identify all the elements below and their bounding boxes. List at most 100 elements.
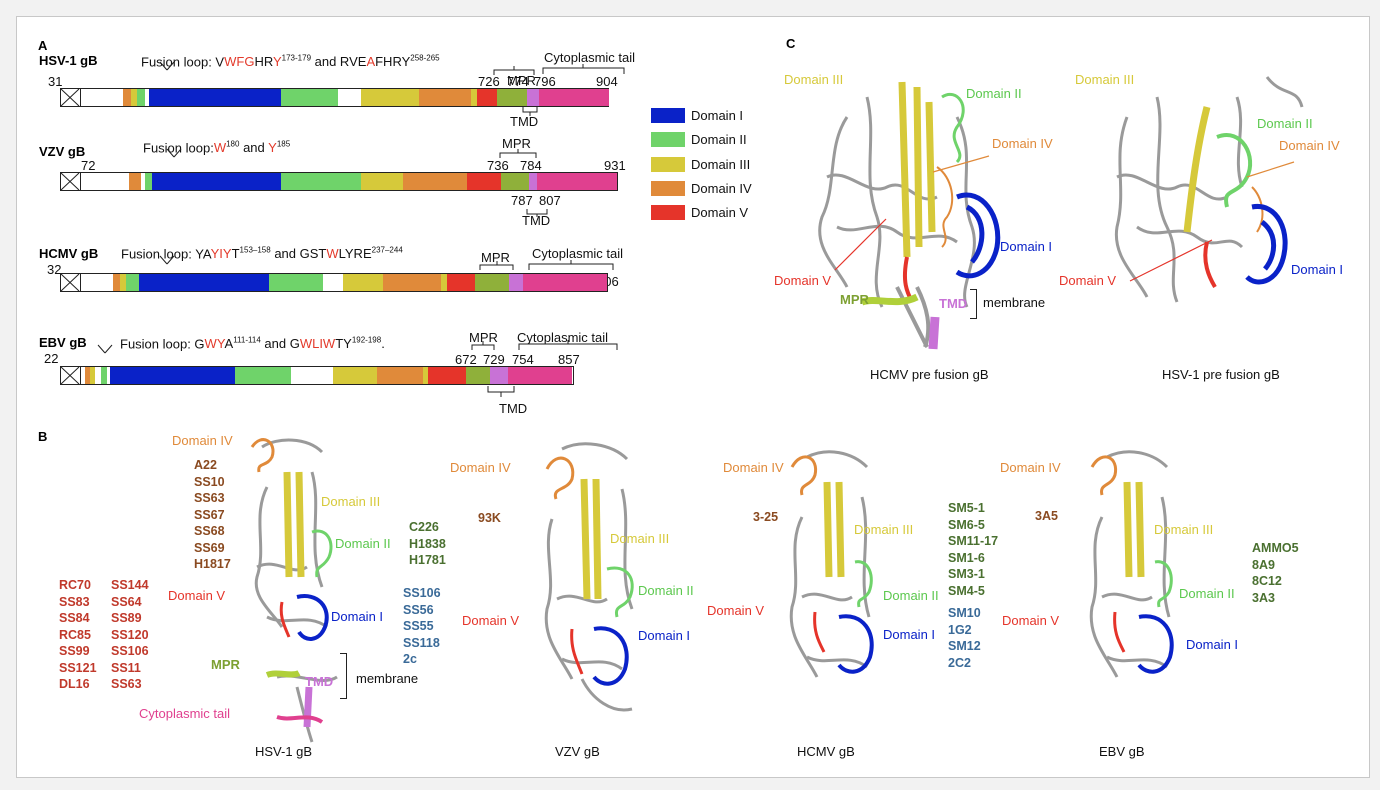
tmd-label: TMD (522, 213, 551, 228)
hcmv-b-caption: HCMV gB (797, 744, 855, 759)
hsv1-postfusion-structure (250, 438, 338, 743)
legend-swatch-domain4 (651, 181, 685, 196)
hsv-b-tail-label: Cytoplasmic tail (139, 706, 231, 721)
ebv-ab-domain4: 3A5 (1035, 509, 1058, 523)
gene-bar (60, 88, 609, 107)
antibody-label: SS69 (194, 540, 225, 555)
start-residue: 31 (48, 74, 63, 89)
hsv-ab-domain1-list: SS106 SS56 SS55 SS118 2c (403, 585, 441, 668)
hsv-b-domain5-label: Domain V (168, 588, 226, 603)
antibody-label: 2C2 (948, 655, 971, 670)
residue-range: 111-114 (233, 336, 261, 345)
gene-name: HSV-1 gB (39, 53, 98, 68)
hsv-b-domain4-label: Domain IV (172, 433, 233, 448)
residue-672: 672 (455, 352, 477, 367)
hcmv-c-domain1-label: Domain I (1000, 239, 1053, 254)
panel-a-brackets (60, 61, 625, 397)
residue-range: 185 (276, 140, 291, 149)
hsv-b-membrane-label: membrane (356, 671, 419, 686)
legend-swatch-domain1 (651, 108, 685, 123)
residue-range: 173-179 (281, 54, 312, 63)
hcmv-c-domain5-label: Domain V (774, 273, 832, 288)
vzv-b-domain4-label: Domain IV (450, 460, 511, 475)
residue-774: 774 (507, 74, 529, 89)
hsv-ab-domain4-list: A22 SS10 SS63 SS67 SS68 SS69 H1817 (194, 457, 231, 573)
panel-a-label: A (38, 38, 48, 53)
antibody-label: SS64 (111, 594, 142, 609)
ebv-b-domain2-label: Domain II (1179, 586, 1235, 601)
ebv-b-domain3-label: Domain III (1154, 522, 1214, 537)
residue-range: 237–244 (371, 246, 403, 255)
antibody-label: SM11-17 (948, 534, 999, 548)
residue-text: and GST (270, 246, 327, 262)
gene-bar (60, 273, 608, 292)
legend-swatch-domain2 (651, 132, 685, 147)
antibody-label: SM5-1 (948, 501, 985, 515)
fusion-residues: WYA111-114 and GWLIWTY192-198. (205, 336, 385, 351)
antibody-label: 2c (403, 652, 417, 666)
hsv-ab-domain2-list: C226 H1838 H1781 (409, 519, 446, 569)
tmd-label: TMD (499, 401, 528, 416)
membrane-bracket (970, 289, 977, 319)
legend-label: Domain V (691, 205, 749, 220)
hsv-b-mpr-label: MPR (211, 657, 240, 672)
highlighted-residue: Y (268, 140, 277, 156)
tail-label: Cytoplasmic tail (544, 50, 636, 65)
figure-frame: A HSV-1 gB Fusion loop: VWFGHRY173-179 a… (16, 16, 1370, 778)
hcmv-c-domain3-label: Domain III (784, 72, 844, 87)
hcmv-c-domain4-label: Domain IV (992, 136, 1053, 151)
tmd-label: TMD (510, 114, 539, 129)
residue-range: 153–158 (239, 246, 271, 255)
mpr-label: MPR (507, 73, 536, 88)
gene-bar (60, 366, 574, 385)
hsv-ab-domain5-col2: SS144 SS64 SS89 SS120 SS106 SS11 SS63 (111, 577, 149, 693)
fusion-loop-text: Fusion loop: GWYA111-114 and GWLIWTY192-… (120, 336, 385, 351)
legend-label: Domain IV (691, 181, 752, 196)
antibody-label: SS89 (111, 611, 142, 625)
signal-peptide-box (61, 367, 81, 384)
ebv-b-domain1-label: Domain I (1186, 637, 1239, 652)
antibody-label: SM10 (948, 606, 981, 620)
legend-label: Domain II (691, 132, 747, 147)
residue-range: 258-265 (410, 54, 440, 63)
residue-text: FHRY (375, 54, 411, 70)
hcmv-ab-domain2-list: SM5-1 SM6-5 SM11-17 SM1-6 SM3-1 SM4-5 (948, 500, 998, 599)
hsv-c-domain4-label: Domain IV (1279, 138, 1340, 153)
ebv-b-domain5-label: Domain V (1002, 613, 1060, 628)
antibody-label: 3A3 (1252, 590, 1275, 605)
start-residue: 72 (81, 158, 96, 173)
hcmv-ab-domain1-list: SM10 1G2 SM12 2C2 (948, 605, 981, 671)
hcmv-b-domain5-label: Domain V (707, 603, 765, 618)
hcmv-c-membrane-label: membrane (983, 295, 1046, 310)
residue-text: and G (260, 336, 300, 352)
hcmv-prefusion-caption: HCMV pre fusion gB (870, 367, 989, 382)
tail-label: Cytoplasmic tail (517, 330, 609, 345)
antibody-label: H1781 (409, 553, 446, 567)
hcmv-postfusion-structure (789, 450, 874, 678)
hcmv-ab-domain4: 3-25 (753, 510, 779, 524)
fusion-prefix: Fusion loop: YA (121, 246, 211, 262)
start-residue: 22 (44, 351, 59, 366)
residue-931: 931 (604, 158, 626, 173)
mpr-label: MPR (481, 250, 510, 265)
antibody-label: SS10 (194, 474, 225, 489)
residue-text: . (381, 336, 385, 352)
vzv-b-caption: VZV gB (555, 744, 600, 759)
antibody-label: A22 (194, 458, 217, 472)
highlighted-residue: W (213, 140, 227, 156)
fusion-loop-text: Fusion loop: YAYIYT153–158 and GSTWLYRE2… (121, 246, 403, 261)
antibody-label: RC85 (59, 627, 91, 642)
antibody-label: SM1-6 (948, 550, 985, 565)
antibody-label: SS63 (194, 491, 225, 505)
antibody-label: RC70 (59, 578, 91, 592)
antibody-label: SM3-1 (948, 567, 985, 581)
residue-904: 904 (596, 74, 618, 89)
antibody-label: SS68 (194, 524, 225, 538)
hcmv-b-domain1-label: Domain I (883, 627, 936, 642)
residue-726: 726 (478, 74, 500, 89)
antibody-label: AMMO5 (1252, 541, 1299, 555)
antibody-label: SS56 (403, 602, 434, 617)
residue-text: HR (254, 54, 273, 70)
fusion-prefix: Fusion loop: (143, 140, 214, 156)
residue-857: 857 (558, 352, 580, 367)
